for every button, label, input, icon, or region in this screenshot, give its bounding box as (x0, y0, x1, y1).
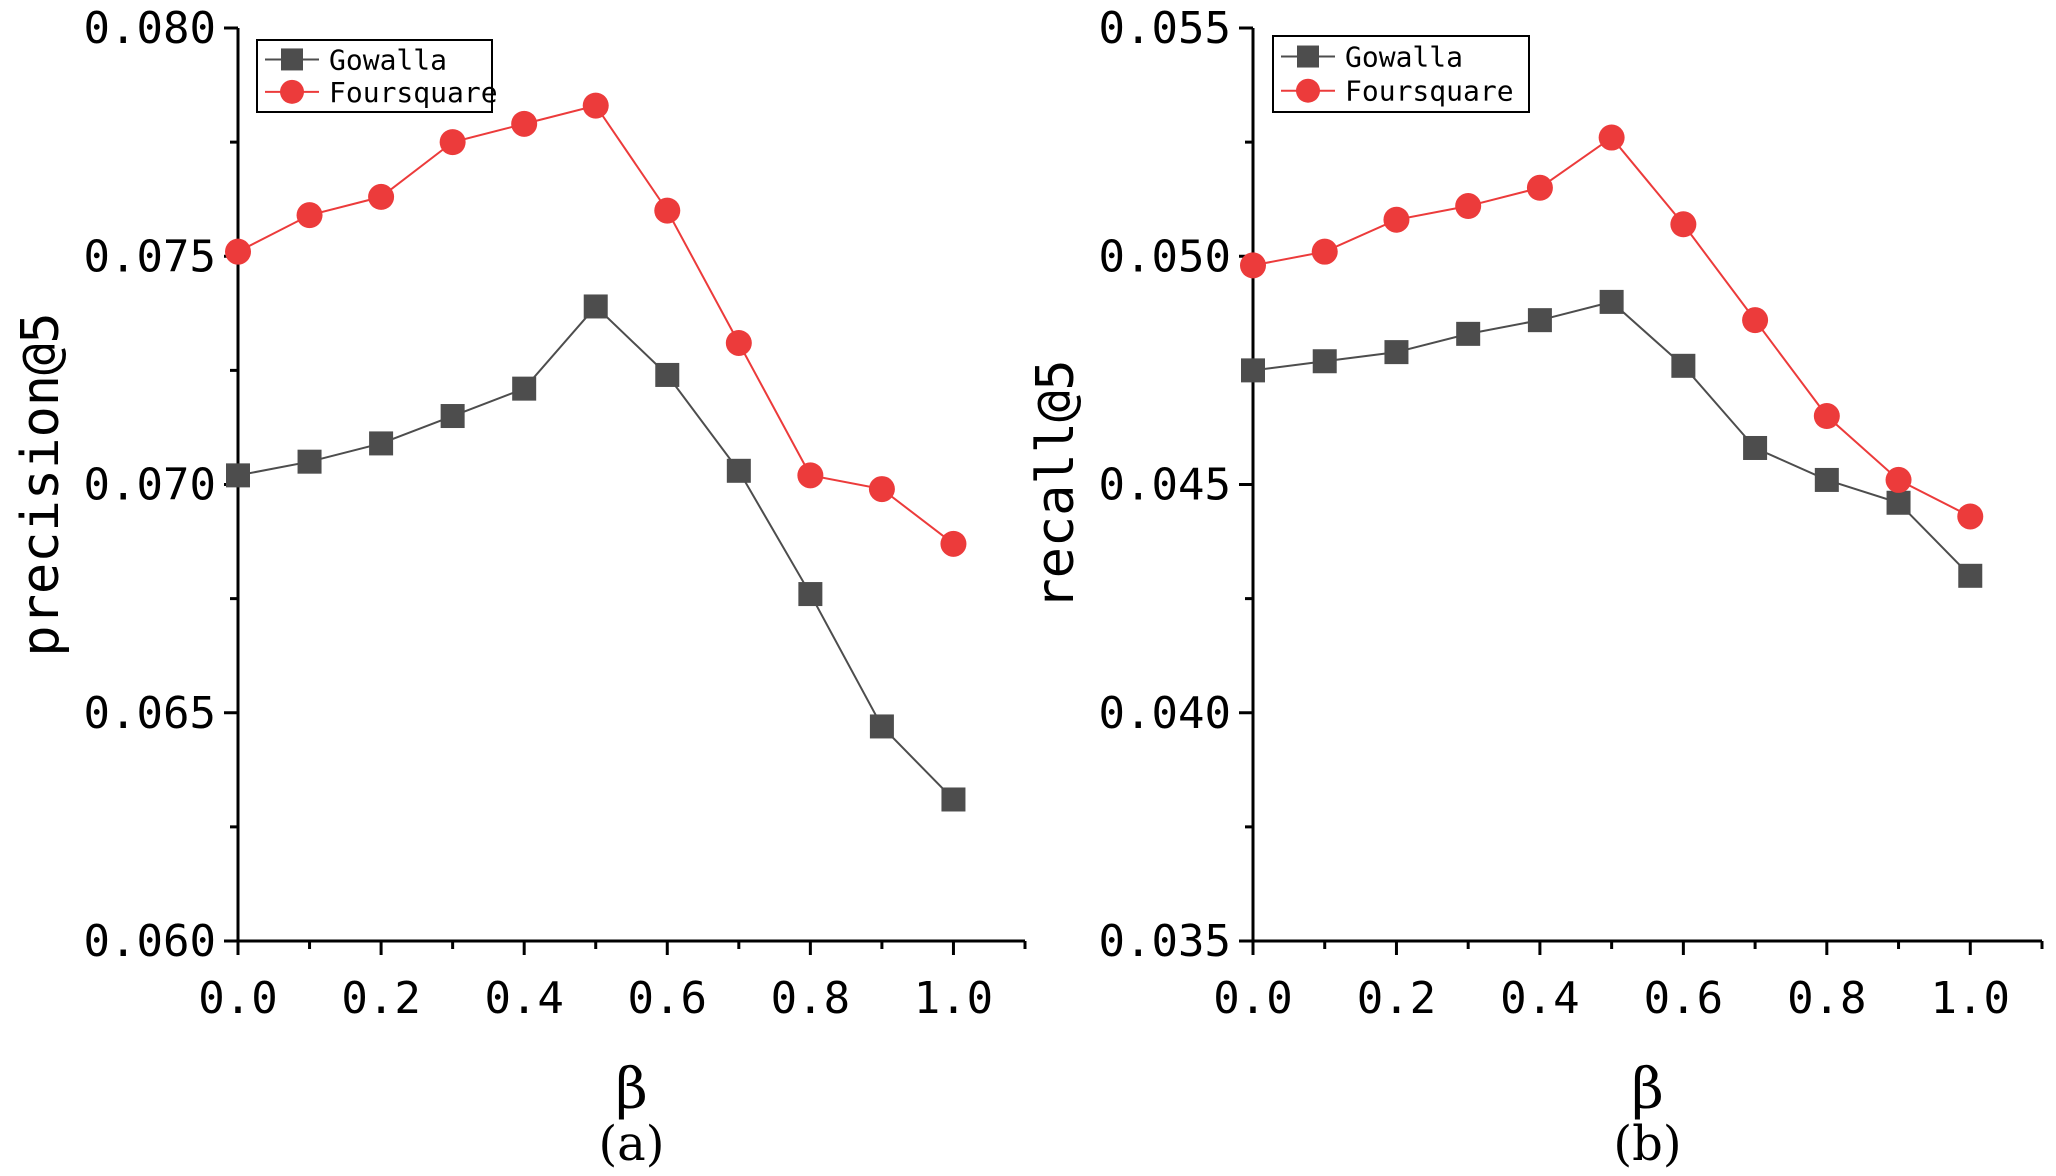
data-point-foursquare (1885, 466, 1912, 493)
data-point-gowalla (1814, 467, 1839, 492)
data-point-foursquare (654, 197, 681, 224)
x-tick-label: 0.2 (341, 973, 420, 1024)
y-tick-label: 0.040 (1099, 688, 1231, 739)
data-point-gowalla (1384, 340, 1409, 365)
chart-panel-b: 0.035 0.040 0.045 0.050 0.055 0.0 0.2 0.4 0.6 0.8… (1026, 3, 2044, 1172)
data-point-gowalla (655, 362, 680, 387)
data-point-gowalla (726, 458, 751, 483)
data-point-gowalla (369, 431, 394, 456)
data-point-foursquare (1455, 193, 1482, 220)
data-point-foursquare (1670, 211, 1697, 238)
y-tick-label: 0.055 (1099, 3, 1231, 54)
data-point-foursquare (868, 476, 895, 503)
data-point-gowalla (1599, 289, 1624, 314)
x-axis-title: β (615, 1057, 647, 1122)
data-point-gowalla (798, 582, 823, 607)
x-tick-label: 0.2 (1357, 973, 1436, 1024)
data-point-gowalla (1958, 563, 1983, 588)
legend-label-gowalla: Gowalla (1345, 41, 1463, 74)
x-tick-label: 0.0 (198, 973, 277, 1024)
x-tick-label: 0.4 (484, 973, 563, 1024)
data-point-gowalla (512, 376, 537, 401)
panel-caption: (b) (1613, 1116, 1681, 1172)
series-line-foursquare (237, 104, 955, 545)
series-line-gowalla (1252, 300, 1971, 577)
data-point-foursquare (296, 202, 323, 229)
x-tick-label: 1.0 (1931, 973, 2010, 1024)
legend-label-foursquare: Foursquare (1345, 75, 1514, 108)
data-point-foursquare (368, 183, 395, 210)
data-point-foursquare (225, 238, 251, 265)
legend-marker-circle (280, 79, 304, 104)
data-point-foursquare (1742, 307, 1769, 334)
data-point-foursquare (511, 110, 538, 137)
chart-panel-a: 0.060 0.065 0.070 0.075 0.080 0.0 0.2 0.4 0.6 0.8… (11, 3, 1027, 1172)
x-tick-label: 1.0 (914, 973, 993, 1024)
data-point-foursquare (1383, 206, 1410, 233)
x-tick-label: 0.4 (1500, 973, 1579, 1024)
data-point-gowalla (1241, 358, 1265, 383)
y-tick-label: 0.070 (84, 460, 216, 511)
data-point-gowalla (583, 294, 608, 319)
y-tick-label: 0.080 (84, 3, 216, 54)
x-tick-label: 0.8 (1787, 973, 1866, 1024)
data-point-gowalla (1527, 308, 1552, 333)
data-point-gowalla (297, 449, 322, 474)
data-point-foursquare (725, 329, 752, 356)
series-line-foursquare (1252, 136, 1971, 518)
data-point-gowalla (1886, 490, 1911, 515)
y-tick-label: 0.050 (1099, 231, 1231, 282)
data-point-foursquare (1813, 403, 1840, 430)
y-tick-label: 0.045 (1099, 460, 1231, 511)
series-line-gowalla (237, 305, 955, 801)
legend-marker-square (281, 48, 303, 71)
x-tick-label: 0.6 (628, 973, 707, 1024)
legend-marker-square (1297, 45, 1319, 68)
y-tick-label: 0.060 (84, 916, 216, 967)
legend-label-gowalla: Gowalla (329, 43, 447, 76)
y-tick-label: 0.075 (84, 231, 216, 282)
x-tick-label: 0.6 (1644, 973, 1723, 1024)
data-point-gowalla (440, 404, 465, 429)
y-axis-title: recall@5 (1026, 359, 1086, 609)
legend-marker-circle (1296, 78, 1320, 103)
data-point-foursquare (582, 92, 609, 119)
data-point-gowalla (1456, 321, 1481, 346)
x-axis-title: β (1631, 1057, 1663, 1122)
data-point-foursquare (1526, 174, 1553, 201)
panel-caption: (a) (598, 1116, 664, 1172)
data-point-gowalla (1743, 435, 1768, 460)
y-tick-label: 0.065 (84, 688, 216, 739)
data-point-foursquare (1240, 252, 1266, 279)
x-tick-label: 0.8 (771, 973, 850, 1024)
data-point-gowalla (1312, 349, 1337, 374)
y-axis-title: precision@5 (11, 312, 71, 656)
y-tick-label: 0.035 (1099, 916, 1231, 967)
data-point-gowalla (1671, 353, 1696, 378)
data-point-foursquare (439, 129, 466, 156)
data-point-foursquare (940, 530, 967, 557)
legend-label-foursquare: Foursquare (329, 76, 498, 109)
data-point-foursquare (1957, 503, 1984, 530)
data-point-foursquare (797, 462, 824, 489)
data-point-gowalla (226, 463, 250, 488)
data-point-gowalla (869, 714, 894, 739)
data-point-gowalla (941, 787, 966, 812)
data-point-foursquare (1311, 238, 1338, 265)
x-tick-label: 0.0 (1213, 973, 1292, 1024)
data-point-foursquare (1598, 124, 1625, 151)
